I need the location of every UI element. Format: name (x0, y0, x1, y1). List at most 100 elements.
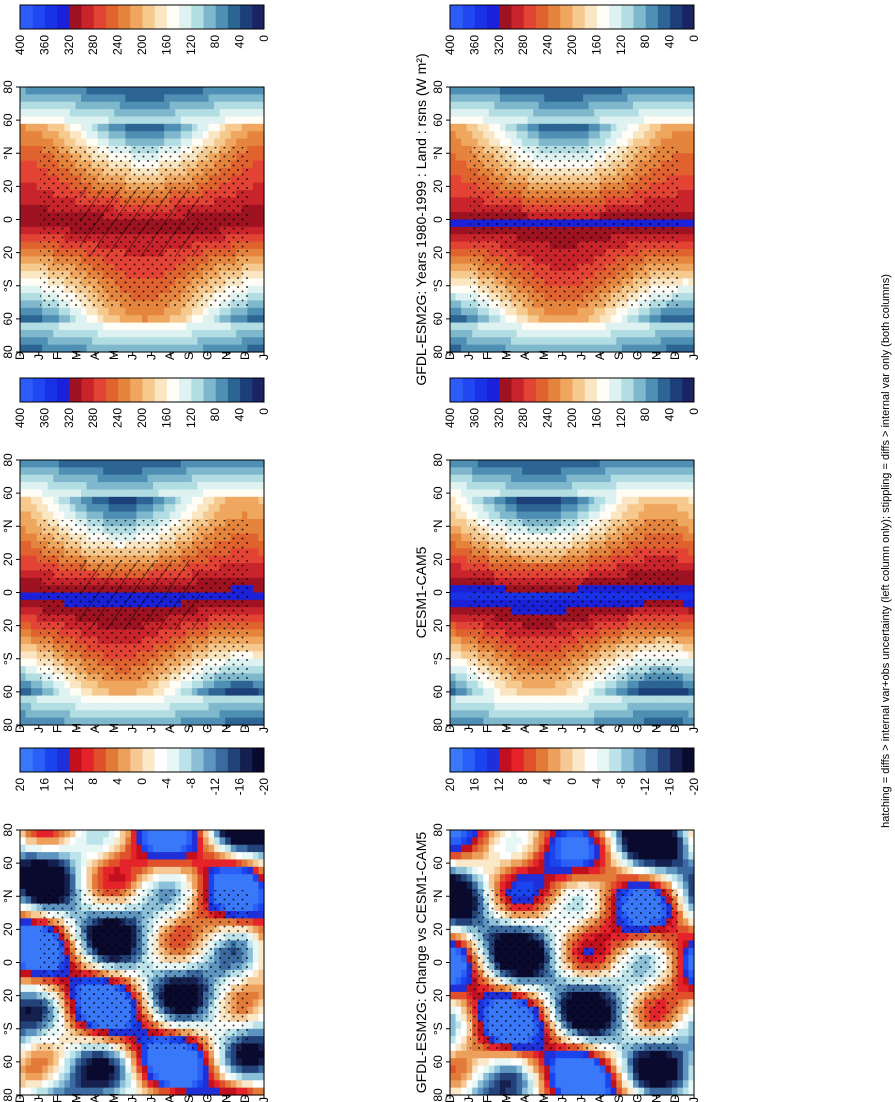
heat-cell (241, 337, 248, 346)
heat-cell (103, 482, 110, 491)
heat-cell (42, 474, 49, 483)
heat-cell (688, 167, 695, 176)
heat-cell (20, 482, 27, 491)
heat-cell (214, 94, 221, 103)
heat-cell (455, 256, 462, 265)
heat-cell (186, 717, 193, 726)
heat-cell (671, 322, 678, 331)
heat-cell (688, 248, 695, 257)
colorbar-swatch (154, 378, 167, 402)
heat-cell (75, 116, 82, 125)
heat-cell (103, 101, 110, 110)
heat-cell (450, 116, 457, 125)
colorbar-swatch (32, 378, 45, 402)
heat-cell (638, 131, 645, 140)
heat-cell (108, 496, 115, 505)
heat-cell (81, 680, 88, 689)
heat-cell (53, 710, 60, 719)
heat-cell (103, 504, 110, 513)
heat-cell (114, 680, 121, 689)
heat-cell (688, 300, 695, 309)
heat-cell (494, 337, 501, 346)
heat-cell (252, 474, 260, 483)
heat-cell (53, 94, 60, 103)
heat-cell (136, 467, 143, 476)
heat-cell (258, 577, 265, 586)
heat-cell (64, 467, 71, 476)
heat-cell (103, 87, 110, 95)
heat-cell (219, 329, 226, 338)
heat-cell (247, 123, 254, 132)
heat-cell (203, 710, 210, 719)
heat-cell (64, 474, 71, 483)
heat-cell (450, 234, 457, 243)
heat-cell (75, 315, 82, 324)
heat-cell (258, 234, 265, 243)
lat-label: 60 (1, 113, 15, 127)
heat-cell (108, 116, 115, 125)
month-label: F (51, 353, 65, 360)
heat-cell (203, 307, 210, 316)
heat-cell (164, 94, 171, 103)
heat-cell (58, 131, 65, 140)
heat-cell (599, 322, 606, 331)
heat-cell (119, 131, 126, 140)
heat-cell (666, 101, 673, 110)
heat-cell (69, 101, 77, 110)
heat-cell (36, 101, 43, 110)
heat-cell (252, 315, 260, 324)
heat-cell (20, 344, 27, 353)
heat-cell (214, 116, 221, 125)
heat-cell (688, 307, 695, 316)
heat-cell (31, 688, 38, 697)
heat-cell (258, 629, 265, 638)
heat-cell (136, 344, 143, 353)
heat-cell (616, 101, 623, 110)
heat-cell (230, 496, 237, 505)
heat-cell (169, 688, 176, 697)
heat-cell (147, 482, 154, 491)
heat-cell (494, 116, 501, 125)
heat-cell (682, 300, 690, 309)
heat-cell (252, 241, 260, 250)
heat-cell (549, 131, 556, 140)
colorbar-label: 320 (492, 35, 506, 55)
heat-cell (577, 138, 584, 147)
heat-cell (47, 511, 54, 520)
heat-cell (252, 131, 260, 140)
heat-cell (230, 460, 237, 468)
heat-cell (31, 101, 38, 110)
heat-cell (511, 87, 518, 95)
heat-cell (538, 101, 545, 110)
heat-cell (505, 138, 512, 147)
heat-cell (599, 315, 606, 324)
heat-cell (241, 467, 248, 476)
heat-cell (31, 548, 38, 557)
heat-cell (555, 109, 562, 118)
heat-cell (252, 563, 260, 572)
heat-cell (682, 226, 690, 235)
heat-cell (236, 710, 243, 719)
heat-cell (671, 123, 678, 132)
heat-cell (610, 322, 617, 331)
heat-cell (153, 702, 160, 711)
colorbar-swatch (227, 378, 241, 402)
heat-cell (682, 337, 690, 346)
heat-cell (136, 109, 143, 118)
heat-cell (241, 482, 248, 491)
heat-cell (247, 658, 254, 667)
heat-cell (108, 329, 115, 338)
heat-cell (594, 322, 601, 331)
heat-cell (594, 116, 601, 125)
heat-cell (483, 322, 490, 331)
heat-cell (92, 489, 99, 498)
heat-cell (655, 322, 662, 331)
colorbar-swatch (498, 5, 512, 29)
heat-cell (450, 153, 457, 162)
heat-cell (616, 109, 623, 118)
month-label: M (69, 723, 83, 733)
heat-cell (203, 315, 210, 324)
heat-cell (572, 337, 579, 346)
heat-cell (203, 680, 210, 689)
heat-cell (81, 94, 88, 103)
